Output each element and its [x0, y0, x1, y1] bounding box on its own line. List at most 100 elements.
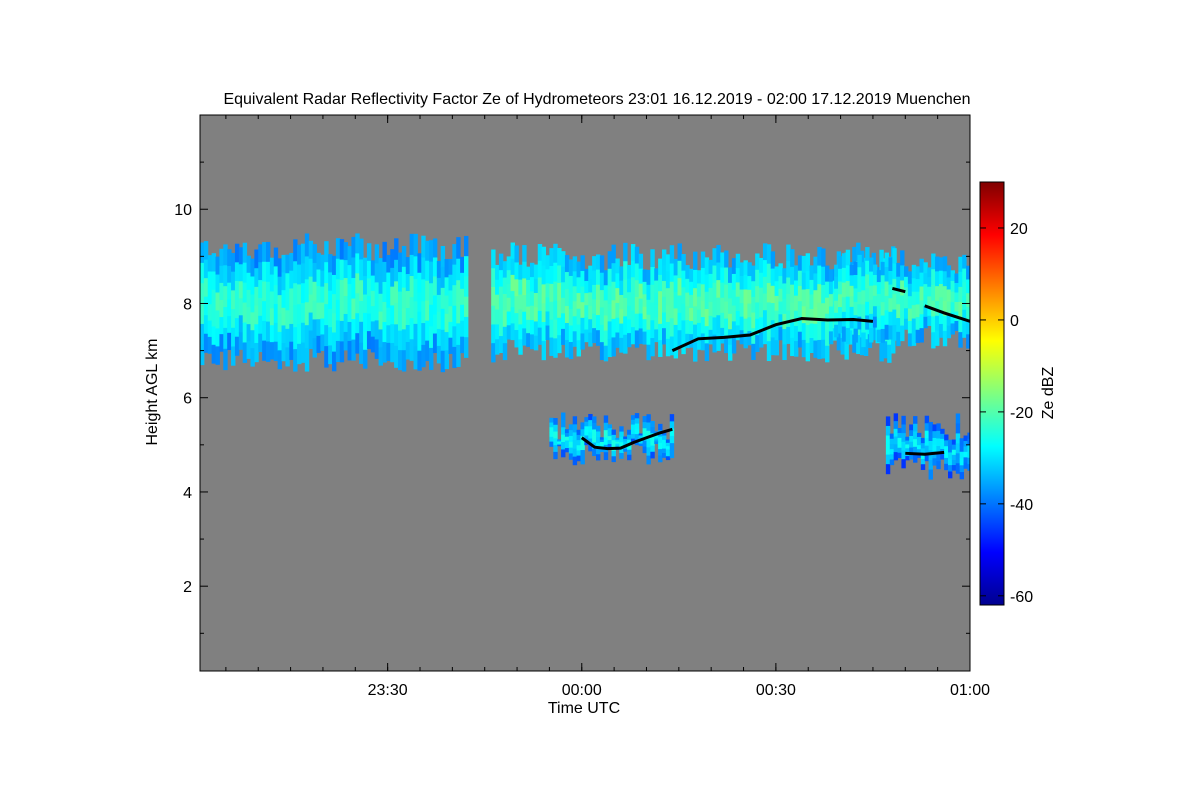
reflectivity-cell: [1044, 311, 1048, 322]
reflectivity-cell: [1121, 219, 1125, 252]
reflectivity-cell: [884, 252, 889, 268]
reflectivity-cell: [1028, 288, 1032, 302]
reflectivity-cell: [370, 306, 376, 322]
reflectivity-cell: [975, 459, 979, 465]
reflectivity-cell: [1142, 428, 1146, 435]
reflectivity-cell: [743, 333, 748, 349]
reflectivity-cell: [650, 267, 655, 286]
reflectivity-cell: [915, 279, 921, 293]
reflectivity-cell: [1106, 365, 1110, 396]
reflectivity-cell: [553, 445, 558, 453]
reflectivity-cell: [971, 449, 975, 454]
reflectivity-cell: [1129, 233, 1133, 266]
reflectivity-cell: [409, 339, 415, 361]
reflectivity-cell: [495, 279, 500, 296]
reflectivity-cell: [904, 287, 909, 299]
reflectivity-cell: [1098, 334, 1102, 368]
reflectivity-cell: [920, 437, 926, 444]
reflectivity-cell: [1110, 302, 1114, 334]
reflectivity-cell: [762, 310, 768, 328]
reflectivity-cell: [223, 244, 228, 266]
reflectivity-cell: [297, 343, 302, 365]
reflectivity-field: [200, 210, 1197, 480]
reflectivity-cell: [1141, 306, 1145, 339]
reflectivity-cell: [564, 255, 570, 273]
reflectivity-cell: [1119, 458, 1123, 467]
reflectivity-cell: [436, 260, 442, 279]
reflectivity-cell: [1099, 448, 1103, 452]
reflectivity-cell: [588, 319, 593, 334]
reflectivity-cell: [681, 320, 686, 338]
reflectivity-cell: [797, 316, 803, 333]
reflectivity-cell: [880, 315, 886, 330]
reflectivity-cell: [576, 261, 581, 278]
reflectivity-cell: [297, 264, 302, 285]
reflectivity-cell: [1156, 380, 1160, 413]
reflectivity-cell: [1102, 340, 1106, 371]
reflectivity-cell: [1184, 370, 1188, 402]
reflectivity-cell: [646, 447, 651, 457]
reflectivity-cell: [398, 350, 403, 371]
reflectivity-cell: [817, 339, 822, 360]
reflectivity-cell: [572, 301, 578, 317]
reflectivity-cell: [363, 276, 368, 296]
reflectivity-cell: [1048, 261, 1052, 273]
reflectivity-cell: [1150, 445, 1154, 453]
reflectivity-cell: [696, 296, 702, 311]
reflectivity-cell: [1020, 310, 1024, 323]
reflectivity-cell: [537, 294, 543, 312]
reflectivity-cell: [491, 249, 496, 269]
reflectivity-cell: [1055, 293, 1059, 305]
reflectivity-cell: [1026, 441, 1030, 447]
reflectivity-cell: [370, 290, 376, 307]
reflectivity-cell: [1059, 263, 1063, 277]
reflectivity-cell: [1184, 307, 1188, 339]
reflectivity-cell: [845, 249, 851, 266]
reflectivity-cell: [498, 336, 504, 354]
reflectivity-cell: [568, 275, 574, 293]
reflectivity-cell: [351, 257, 356, 279]
reflectivity-cell: [1103, 450, 1107, 454]
reflectivity-cell: [708, 315, 713, 331]
reflectivity-cell: [954, 282, 959, 293]
reflectivity-cell: [1049, 443, 1053, 448]
reflectivity-cell: [1172, 382, 1176, 419]
reflectivity-cell: [905, 455, 910, 461]
reflectivity-cell: [1063, 318, 1067, 328]
reflectivity-cell: [889, 449, 895, 455]
reflectivity-cell: [405, 257, 411, 275]
reflectivity-cell: [1193, 419, 1197, 427]
reflectivity-cell: [1164, 210, 1168, 244]
reflectivity-cell: [238, 281, 244, 299]
colorbar-tick-label: -40: [1010, 497, 1033, 514]
reflectivity-cell: [704, 274, 710, 293]
reflectivity-cell: [378, 347, 383, 366]
reflectivity-cell: [576, 445, 581, 451]
reflectivity-cell: [1150, 423, 1154, 431]
reflectivity-cell: [203, 333, 209, 353]
reflectivity-cell: [708, 287, 713, 303]
reflectivity-cell: [401, 329, 407, 351]
reflectivity-cell: [1086, 313, 1090, 348]
reflectivity-cell: [1067, 292, 1071, 302]
reflectivity-cell: [1142, 435, 1146, 442]
reflectivity-cell: [564, 322, 570, 341]
reflectivity-cell: [460, 336, 465, 354]
reflectivity-cell: [766, 244, 772, 265]
reflectivity-cell: [896, 331, 901, 347]
reflectivity-cell: [841, 267, 847, 284]
reflectivity-cell: [553, 338, 558, 358]
reflectivity-cell: [739, 275, 745, 291]
reflectivity-cell: [320, 254, 325, 272]
reflectivity-cell: [1165, 418, 1169, 427]
reflectivity-cell: [1156, 216, 1160, 249]
reflectivity-cell: [561, 251, 566, 268]
x-tick-label: 01:00: [950, 682, 990, 699]
reflectivity-cell: [778, 263, 783, 277]
reflectivity-cell: [339, 320, 345, 342]
reflectivity-cell: [1064, 425, 1068, 436]
reflectivity-cell: [300, 243, 306, 264]
reflectivity-cell: [1115, 449, 1119, 457]
reflectivity-cell: [1018, 456, 1022, 464]
reflectivity-cell: [958, 286, 963, 303]
